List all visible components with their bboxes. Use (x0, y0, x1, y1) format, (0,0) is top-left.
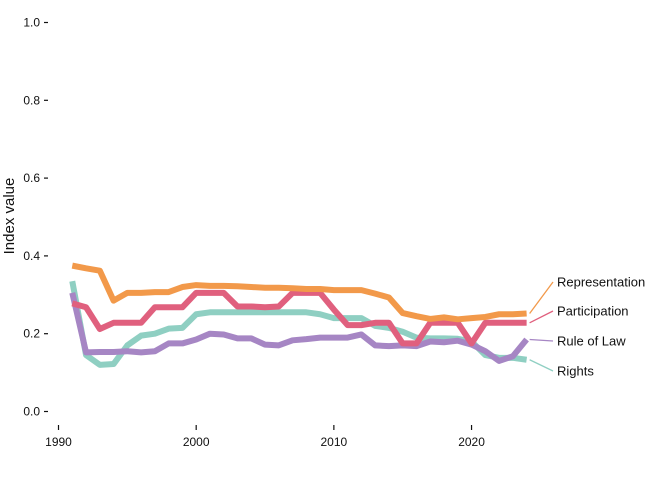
y-tick-label: 0.6 (23, 171, 40, 185)
series-line-participation (71, 289, 527, 347)
series-labels: Representation Participation Rule of Law Ri… (529, 275, 645, 379)
y-tick-label: 0.2 (23, 327, 40, 341)
x-tick-label: 1990 (45, 435, 72, 449)
series-leader-participation (529, 310, 554, 324)
series-label-rights: Rights (557, 364, 594, 379)
x-axis: 1990 2000 2010 2020 (45, 425, 485, 449)
y-axis-title: Index value (1, 178, 18, 255)
x-tick-label: 2000 (183, 435, 210, 449)
y-tick-label: 0.4 (23, 249, 40, 263)
series-line-rule-of-law (69, 292, 529, 364)
series-leader-representation (529, 281, 554, 314)
series-leader-rule-of-law (529, 338, 554, 342)
y-tick-label: 0.8 (23, 93, 40, 107)
y-tick-label: 1.0 (23, 16, 40, 30)
series-leader-rights (529, 359, 554, 372)
series-label-rule-of-law: Rule of Law (557, 334, 626, 349)
series-lines (69, 262, 529, 368)
series-label-participation: Participation (557, 304, 629, 319)
series-label-representation: Representation (557, 275, 645, 290)
x-tick-label: 2010 (321, 435, 348, 449)
x-tick-label: 2020 (458, 435, 485, 449)
y-tick-label: 0.0 (23, 405, 40, 419)
y-axis: 0.0 0.2 0.4 0.6 0.8 1.0 (23, 16, 48, 419)
series-line-representation (71, 262, 527, 323)
